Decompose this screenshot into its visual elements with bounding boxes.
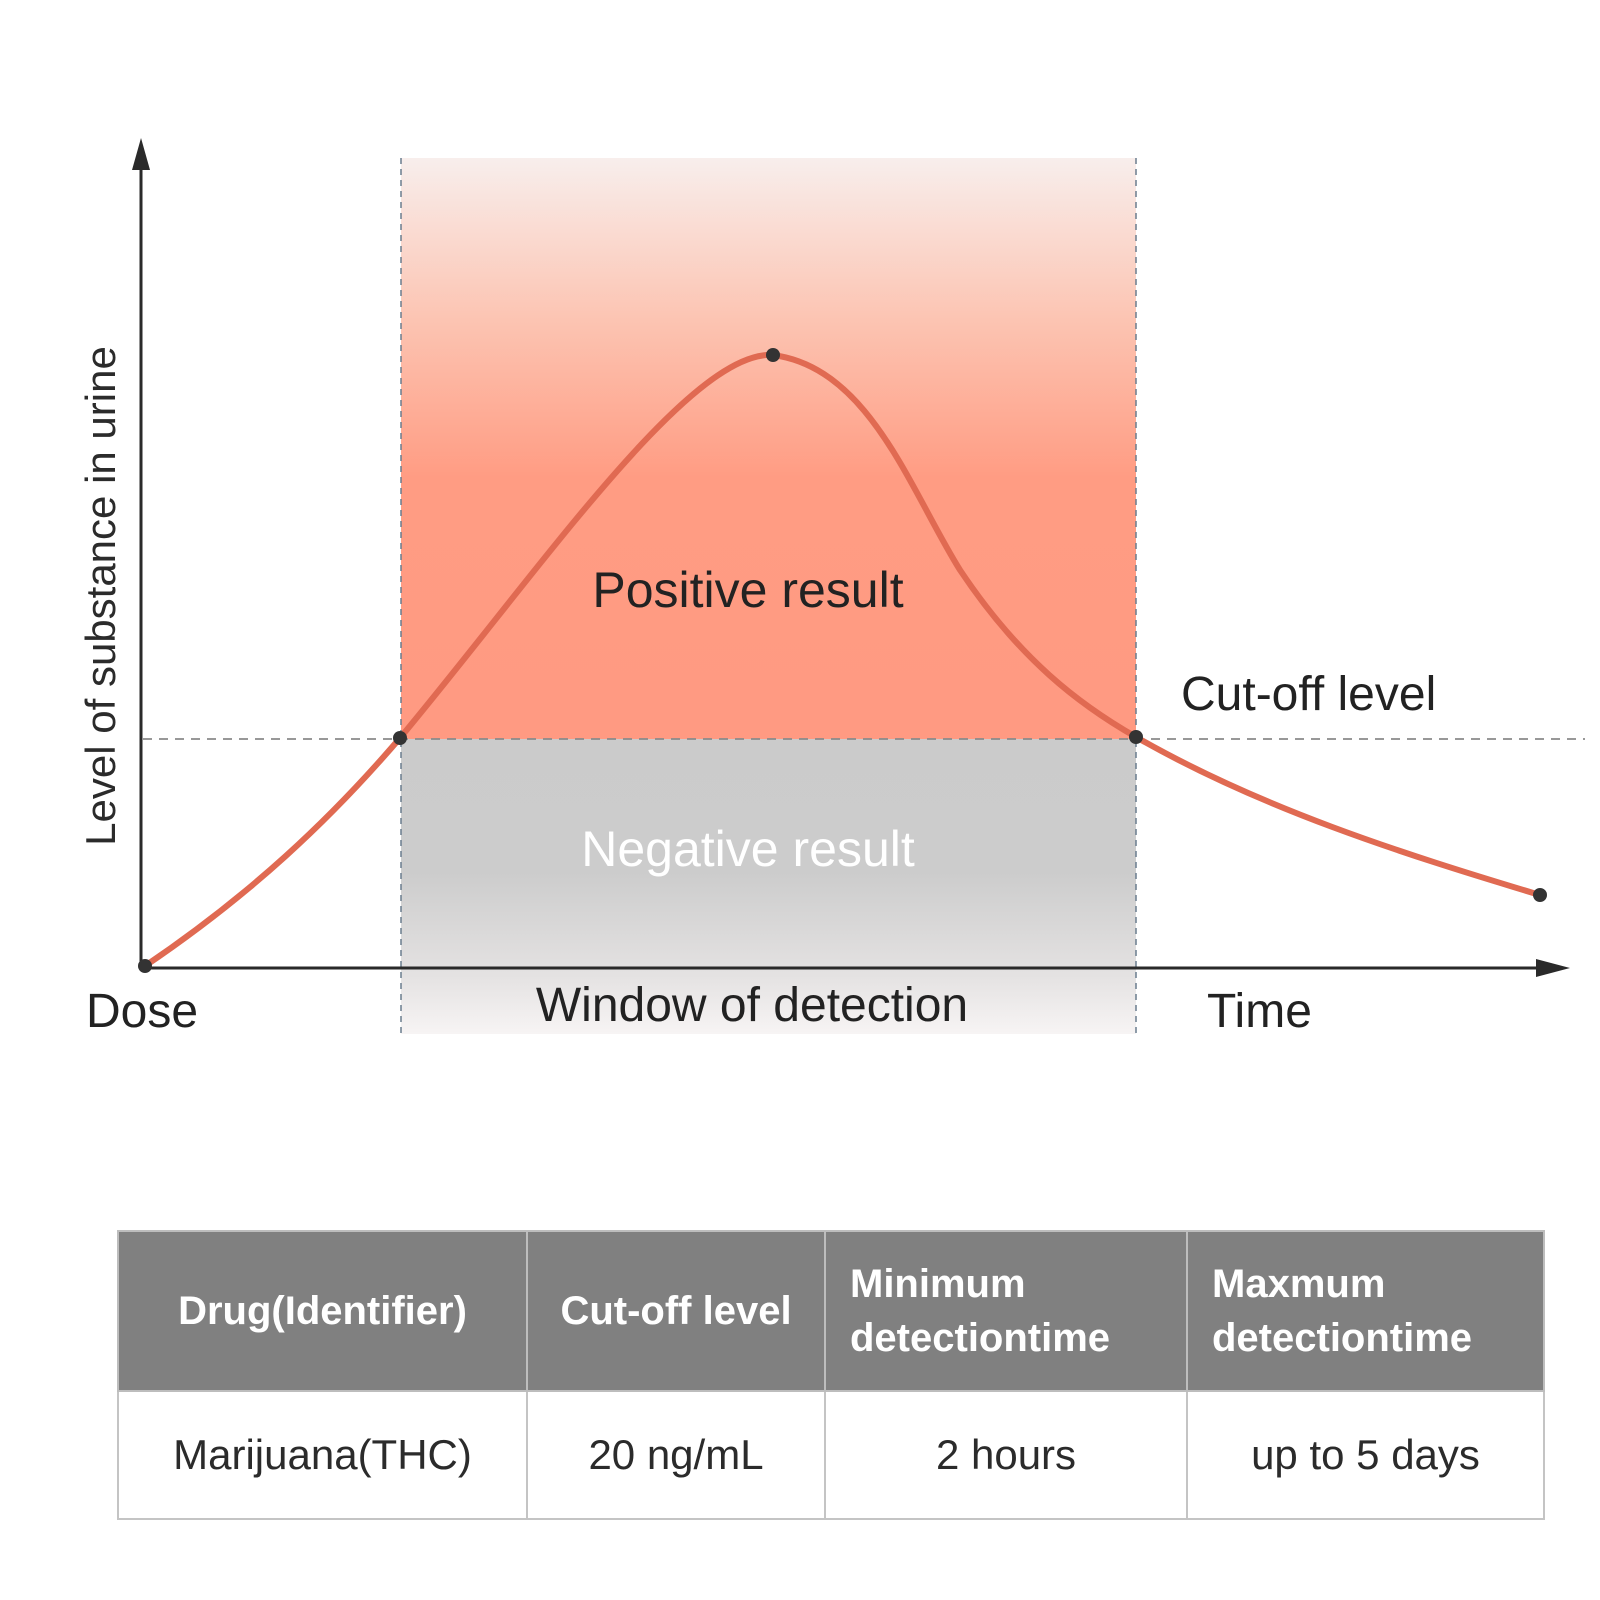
table-header-row: Drug(Identifier) Cut-off level Minimum d…: [117, 1230, 1545, 1392]
time-label: Time: [1207, 985, 1312, 1038]
header-cutoff: Cut-off level: [526, 1230, 826, 1392]
y-axis-label: Level of substance in urine: [77, 346, 124, 846]
header-drug-text: Drug(Identifier): [178, 1289, 467, 1333]
header-min-line1: Minimum: [850, 1262, 1026, 1306]
end-point: [1533, 888, 1547, 902]
dose-label: Dose: [86, 985, 198, 1038]
cutoff-level-label: Cut-off level: [1181, 668, 1436, 721]
cutoff-fall-point: [1129, 730, 1143, 744]
dose-point: [138, 959, 152, 973]
header-cutoff-text: Cut-off level: [560, 1289, 792, 1333]
header-max-line1: Maxmum: [1212, 1262, 1386, 1306]
header-min-line2: detectiontime: [850, 1316, 1111, 1360]
detection-info-table: Drug(Identifier) Cut-off level Minimum d…: [117, 1230, 1545, 1520]
header-min-detection: Minimum detectiontime: [824, 1230, 1188, 1392]
cell-min-time: 2 hours: [824, 1390, 1188, 1520]
cell-cutoff: 20 ng/mL: [526, 1390, 826, 1520]
negative-result-zone: [401, 739, 1136, 1034]
negative-result-label: Negative result: [581, 821, 915, 877]
x-axis-arrow-icon: [1536, 959, 1570, 977]
table-row: Marijuana(THC) 20 ng/mL 2 hours up to 5 …: [117, 1390, 1545, 1520]
y-axis-arrow-icon: [132, 138, 150, 170]
cell-drug: Marijuana(THC): [117, 1390, 528, 1520]
cutoff-rise-point: [393, 731, 407, 745]
cell-max-time: up to 5 days: [1186, 1390, 1545, 1520]
header-drug: Drug(Identifier): [117, 1230, 528, 1392]
concentration-curve: [142, 351, 1543, 969]
peak-point: [766, 348, 780, 362]
header-max-line2: detectiontime: [1212, 1316, 1473, 1360]
window-of-detection-label: Window of detection: [536, 979, 968, 1032]
header-max-detection: Maxmum detectiontime: [1186, 1230, 1545, 1392]
detection-window-diagram: Level of substance in urine Positive res…: [77, 138, 1585, 1038]
positive-result-label: Positive result: [592, 562, 903, 618]
